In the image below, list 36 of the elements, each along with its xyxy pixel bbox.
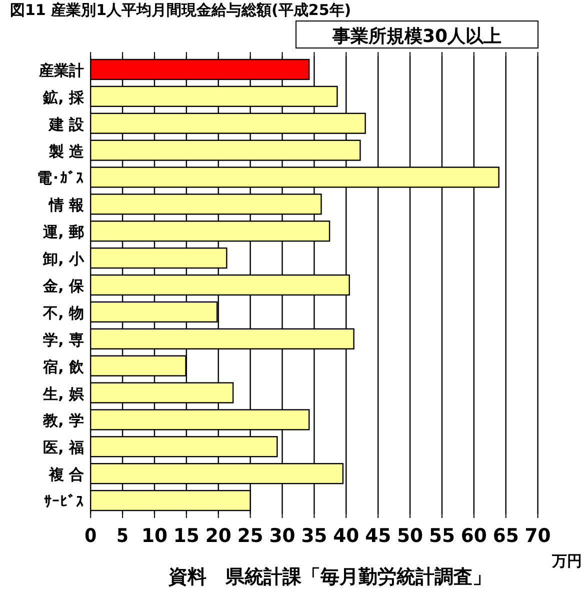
x-tick-label: 60 bbox=[460, 525, 488, 547]
y-tick-label: 不, 物 bbox=[42, 304, 84, 322]
x-tick-label: 5 bbox=[116, 525, 130, 547]
y-tick-label: 金, 保 bbox=[42, 277, 85, 295]
x-tick-label: 35 bbox=[301, 525, 328, 547]
y-tick-label: 製 造 bbox=[48, 142, 85, 160]
y-tick-label: 運, 郵 bbox=[42, 223, 84, 242]
y-tick-label: 教, 学 bbox=[42, 412, 84, 430]
x-tick-label: 55 bbox=[428, 525, 456, 547]
x-tick-label: 45 bbox=[365, 525, 392, 547]
x-tick-label: 40 bbox=[333, 525, 360, 547]
title: 図11 産業別1人平均月間現金給与総額(平成25年) bbox=[10, 1, 352, 19]
x-axis-title: 万円 bbox=[551, 552, 582, 570]
x-tick-label: 50 bbox=[397, 525, 424, 547]
y-tick-label: ｻｰﾋﾞｽ bbox=[44, 492, 84, 511]
y-tick-label: 生, 娯 bbox=[42, 384, 84, 403]
y-tick-label: 鉱, 採 bbox=[42, 88, 85, 106]
x-tick-label: 65 bbox=[492, 525, 520, 547]
x-tick-label: 10 bbox=[141, 525, 168, 547]
y-tick-label: 宿, 飲 bbox=[42, 358, 85, 376]
y-tick-label: 建 設 bbox=[48, 115, 85, 134]
y-tick-label: 学, 専 bbox=[43, 330, 84, 349]
text: 資料 県統計課「毎月勤労統計調査」 bbox=[168, 566, 492, 588]
x-tick-label: 70 bbox=[524, 525, 552, 547]
y-tick-label: 医, 福 bbox=[43, 438, 84, 457]
y-tick-label: 卸, 小 bbox=[42, 250, 85, 268]
x-tick-label: 25 bbox=[237, 525, 264, 547]
y-tick-label: 電･ｶﾞｽ bbox=[37, 169, 84, 188]
x-tick-label: 15 bbox=[173, 525, 200, 547]
chart-subtitle: 事業所規模30人以上 bbox=[331, 26, 502, 47]
x-tick-label: 0 bbox=[84, 525, 98, 547]
y-tick-label: 産業計 bbox=[38, 61, 84, 80]
x-tick-label: 20 bbox=[205, 525, 232, 547]
x-tick-label: 30 bbox=[269, 525, 296, 547]
y-tick-label: 情 報 bbox=[48, 196, 85, 214]
y-tick-label: 複 合 bbox=[48, 466, 84, 484]
